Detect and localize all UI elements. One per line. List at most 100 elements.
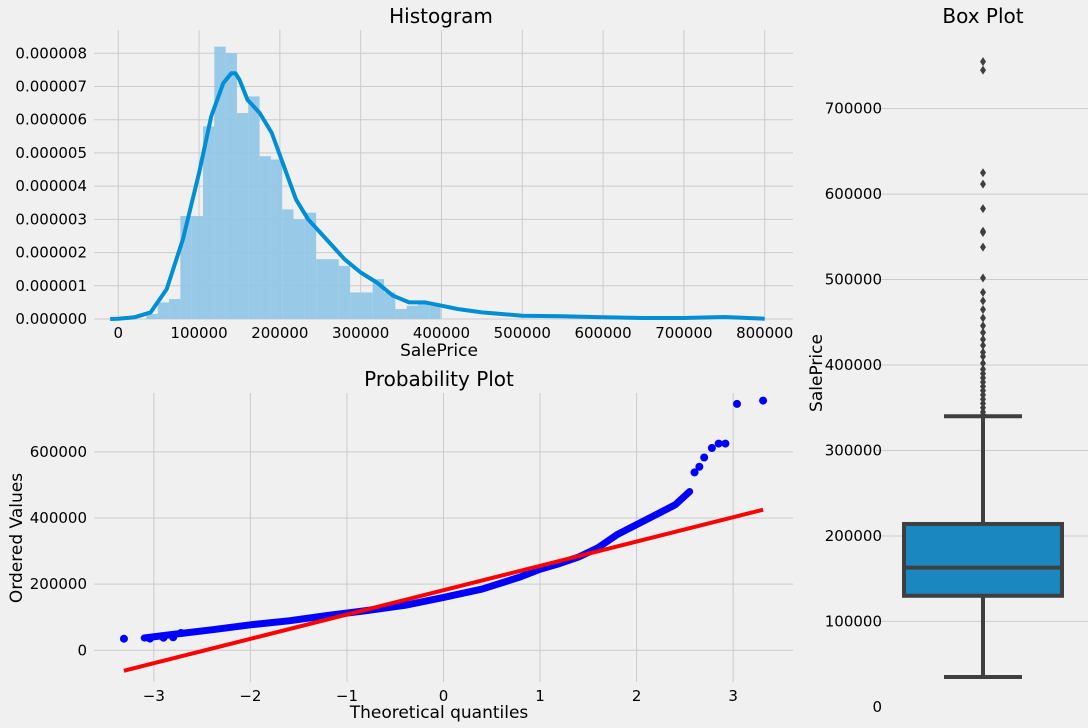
box-plot-outlier (980, 273, 986, 283)
probability-plot-x-tick-label: 2 (632, 687, 642, 705)
histogram-bar (316, 259, 328, 319)
probability-plot-point (169, 633, 178, 642)
probability-plot-fit-line (123, 507, 764, 673)
histogram-bar (361, 292, 373, 319)
histogram-x-ticks: 0 100000 200000 300000 400000 500000 600000 700… (113, 324, 793, 342)
box-plot-y-tick-label: 500000 (825, 271, 882, 289)
histogram-bar (406, 305, 418, 319)
probability-plot-y-tick-label: 400000 (30, 509, 87, 527)
histogram-x-tick-label: 200000 (251, 324, 308, 342)
histogram-bar (293, 219, 305, 319)
probability-plot-point (159, 633, 168, 642)
box-plot-outlier (980, 242, 986, 252)
histogram-bar (338, 265, 351, 319)
histogram-y-tick-label: 0.000005 (15, 144, 87, 162)
box-plot-outlier (980, 304, 986, 314)
histogram-x-tick-label: 400000 (413, 324, 470, 342)
probability-plot-point (145, 634, 154, 643)
probability-plot-panel: −3 −2 −1 0 1 2 3 0 200000 400000 600000 Probabili… (7, 367, 793, 723)
box-plot-outlier (980, 347, 986, 357)
histogram-bar (191, 216, 204, 319)
histogram-y-tick-label: 0.000008 (15, 44, 87, 62)
probability-plot-y-tick-label: 0 (77, 641, 87, 659)
box-plot-outlier (980, 358, 986, 368)
box-plot-y-tick-label: 700000 (825, 100, 882, 118)
probability-plot-point (707, 444, 716, 453)
histogram-bar (169, 299, 181, 319)
box-plot-y-tick-label: 300000 (825, 441, 882, 459)
histogram-y-tick-label: 0.000007 (15, 77, 87, 95)
histogram-bar (282, 209, 294, 319)
histogram-bar (180, 216, 192, 319)
probability-plot-x-tick-label: −1 (336, 687, 358, 705)
histogram-bars (146, 46, 441, 320)
probability-plot-points-curve (140, 488, 694, 642)
probability-plot-y-ticks: 0 200000 400000 600000 (30, 443, 87, 659)
probability-plot-x-label: Theoretical quantiles (349, 703, 529, 723)
box-plot-y-tick-label: 400000 (825, 356, 882, 374)
box-plot-panel: 0 100000 200000 300000 400000 500000 600000 700… (807, 4, 1088, 716)
histogram-bar (395, 309, 407, 319)
histogram-y-tick-label: 0.000006 (15, 111, 87, 129)
histogram-bar (304, 212, 317, 319)
histogram-bar (429, 305, 441, 319)
histogram-panel: 0 100000 200000 300000 400000 500000 600000 700… (15, 4, 793, 361)
box-plot-y-tick-label: 100000 (825, 612, 882, 630)
box-plot-outlier (980, 168, 986, 178)
probability-plot-x-tick-label: −3 (143, 687, 165, 705)
probability-plot-x-tick-label: 0 (439, 687, 449, 705)
histogram-bar (203, 126, 215, 319)
probability-plot-point (700, 453, 709, 462)
histogram-x-label: SalePrice (400, 341, 478, 361)
box-plot-y-ticks: 0 100000 200000 300000 400000 500000 600000 700… (825, 100, 882, 716)
histogram-bar (372, 279, 385, 319)
histogram-bar (270, 159, 283, 319)
histogram-y-tick-label: 0.000001 (15, 277, 87, 295)
box-plot-outlier (980, 340, 986, 350)
histogram-kde-line (110, 71, 765, 321)
box-plot-box (902, 521, 1064, 598)
histogram-bar (146, 314, 158, 319)
probability-plot-point (176, 629, 185, 638)
box-plot-y-tick-label: 200000 (825, 527, 882, 545)
histogram-bar (248, 96, 260, 319)
histogram-bar (350, 292, 362, 319)
histogram-bar (259, 156, 271, 319)
probability-plot-x-tick-label: −2 (239, 687, 261, 705)
histogram-x-tick-label: 300000 (332, 324, 389, 342)
probability-plot-point (721, 439, 730, 448)
box-plot-outlier (980, 204, 986, 214)
probability-plot-x-ticks: −3 −2 −1 0 1 2 3 (143, 687, 738, 705)
histogram-x-tick-label: 500000 (494, 324, 551, 342)
probability-plot-y-tick-label: 600000 (30, 443, 87, 461)
box-plot-outlier (980, 296, 986, 306)
box-plot-outlier (980, 313, 986, 323)
probability-plot-point (119, 634, 128, 643)
histogram-bar (225, 53, 237, 320)
probability-plot-x-tick-label: 3 (728, 687, 738, 705)
histogram-x-tick-label: 800000 (736, 324, 793, 342)
box-plot-y-tick-label: 600000 (825, 185, 882, 203)
box-plot-y-tick-label: 0 (872, 698, 882, 716)
probability-plot-grid (94, 393, 793, 682)
probability-plot-point (714, 439, 723, 448)
probability-plot-title: Probability Plot (364, 367, 514, 391)
box-plot-outlier (980, 334, 986, 344)
histogram-y-tick-label: 0.000003 (15, 210, 87, 228)
box-plot-outlier (980, 321, 986, 331)
histogram-x-tick-label: 700000 (655, 324, 712, 342)
histogram-y-tick-label: 0.000004 (15, 177, 87, 195)
histogram-y-ticks: 0.000000 0.000001 0.000002 0.000003 0.000004… (15, 44, 87, 328)
box-plot-outlier (980, 226, 986, 236)
probability-plot-point (690, 468, 699, 477)
probability-plot-y-tick-label: 200000 (30, 575, 87, 593)
histogram-bar (417, 302, 430, 319)
histogram-y-tick-label: 0.000002 (15, 244, 87, 262)
histogram-y-tick-label: 0.000000 (15, 310, 87, 328)
histogram-bar (327, 259, 339, 319)
box-plot-outlier (980, 328, 986, 338)
histogram-x-tick-label: 600000 (574, 324, 631, 342)
histogram-x-tick-label: 0 (113, 324, 123, 342)
probability-plot-point (695, 462, 704, 471)
